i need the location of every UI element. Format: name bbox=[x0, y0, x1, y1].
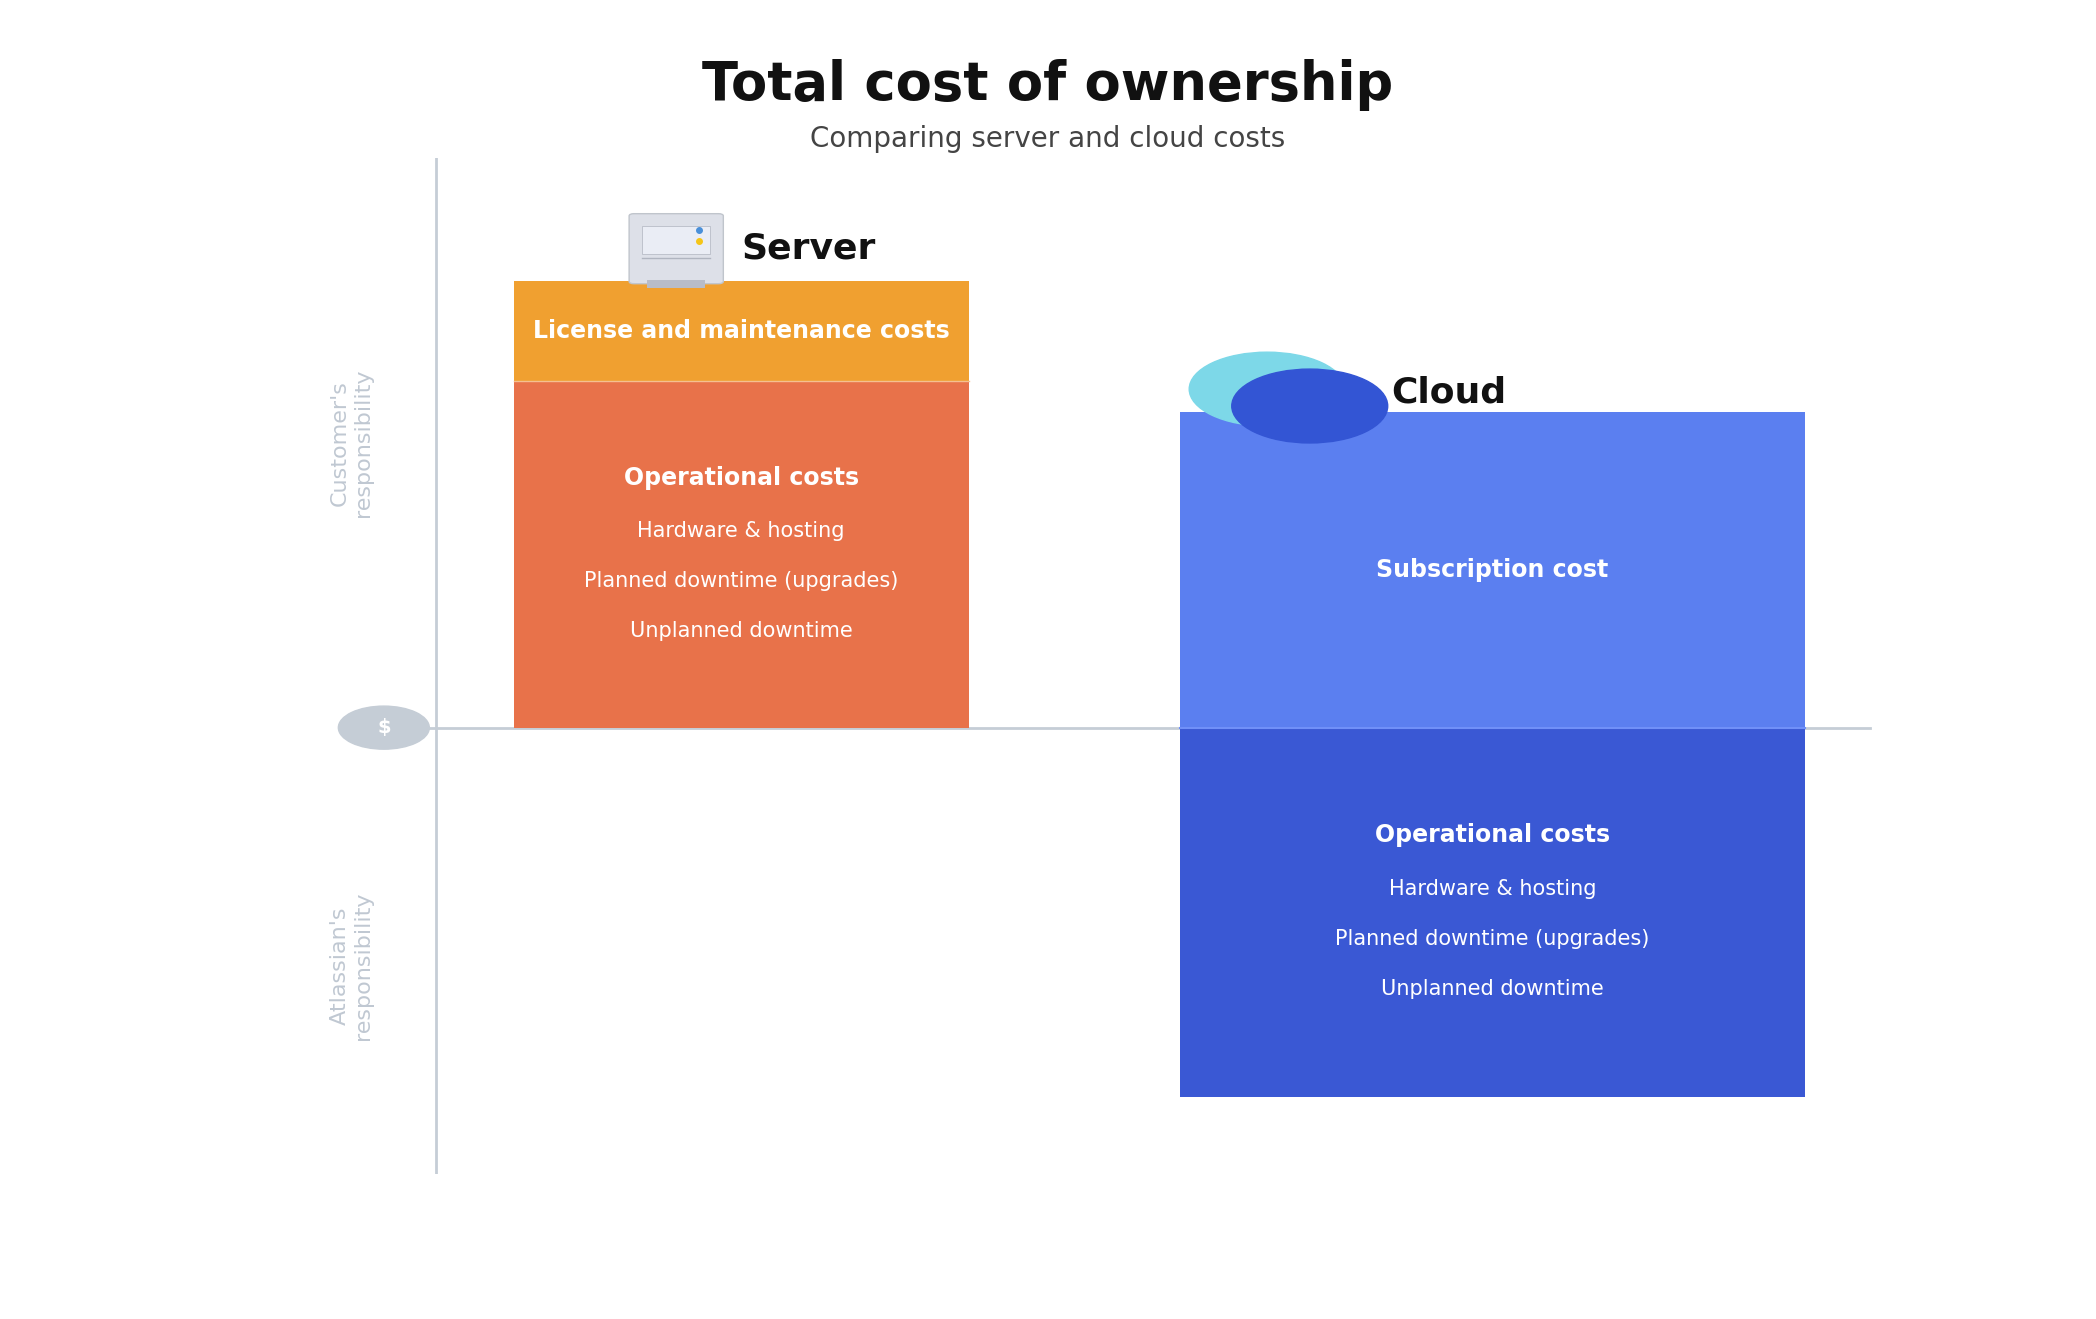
Circle shape bbox=[1209, 365, 1310, 413]
Circle shape bbox=[1188, 352, 1346, 426]
Text: Hardware & hosting: Hardware & hosting bbox=[637, 521, 845, 541]
Text: License and maintenance costs: License and maintenance costs bbox=[532, 319, 949, 343]
Circle shape bbox=[1222, 365, 1325, 413]
Circle shape bbox=[1258, 379, 1371, 431]
Bar bbox=[648, 280, 706, 288]
FancyBboxPatch shape bbox=[629, 214, 723, 284]
Bar bbox=[1180, 412, 1805, 728]
Circle shape bbox=[337, 706, 430, 749]
Text: Total cost of ownership: Total cost of ownership bbox=[702, 59, 1394, 111]
Bar bbox=[514, 281, 968, 381]
Text: Planned downtime (upgrades): Planned downtime (upgrades) bbox=[585, 571, 899, 591]
Text: Operational costs: Operational costs bbox=[1375, 823, 1610, 847]
Text: Server: Server bbox=[742, 232, 876, 265]
Circle shape bbox=[1232, 369, 1388, 443]
Text: Operational costs: Operational costs bbox=[625, 466, 859, 489]
Text: Planned downtime (upgrades): Planned downtime (upgrades) bbox=[1335, 930, 1650, 950]
Circle shape bbox=[1247, 377, 1364, 433]
Text: Hardware & hosting: Hardware & hosting bbox=[1390, 880, 1597, 900]
Bar bbox=[514, 381, 968, 728]
Text: $: $ bbox=[377, 718, 390, 737]
Bar bbox=[1180, 728, 1805, 1097]
Bar bbox=[641, 227, 711, 255]
Text: Comparing server and cloud costs: Comparing server and cloud costs bbox=[811, 125, 1285, 153]
Circle shape bbox=[1207, 357, 1335, 418]
Text: Unplanned downtime: Unplanned downtime bbox=[1381, 979, 1603, 1000]
Text: Atlassian's
responsibility: Atlassian's responsibility bbox=[329, 892, 373, 1041]
Text: Cloud: Cloud bbox=[1392, 376, 1507, 410]
Circle shape bbox=[1270, 384, 1362, 429]
Text: Customer's
responsibility: Customer's responsibility bbox=[329, 369, 373, 517]
Circle shape bbox=[1256, 384, 1350, 429]
Text: Unplanned downtime: Unplanned downtime bbox=[629, 621, 853, 641]
Text: Subscription cost: Subscription cost bbox=[1377, 558, 1608, 582]
Circle shape bbox=[1203, 359, 1325, 417]
